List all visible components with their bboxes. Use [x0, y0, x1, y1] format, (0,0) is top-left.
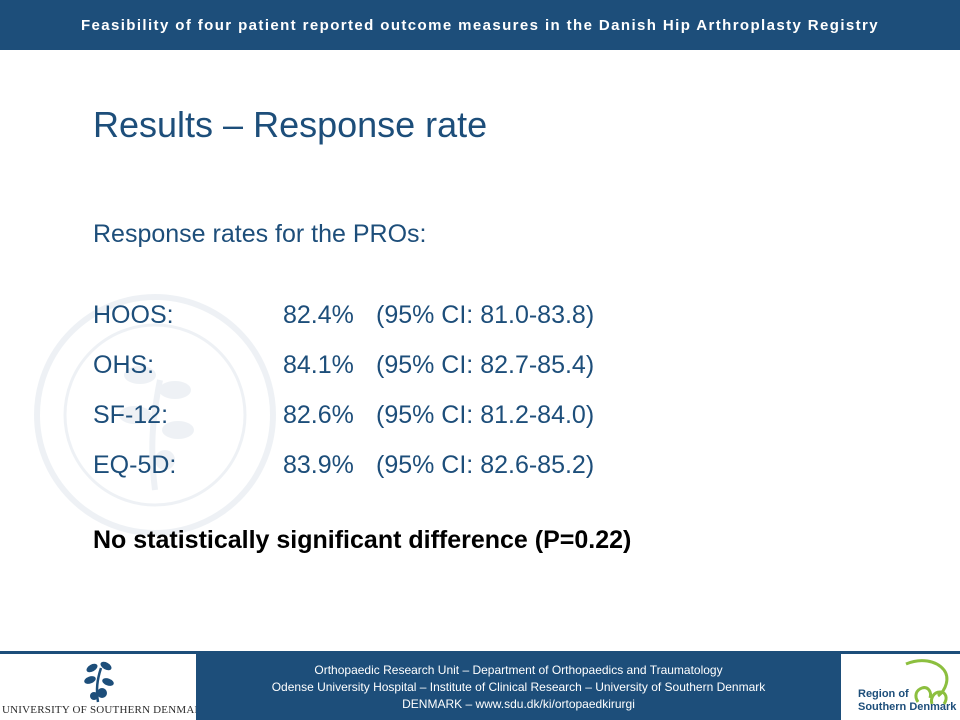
tree-logo-icon — [84, 661, 114, 703]
footer-divider — [0, 651, 960, 654]
header-title: Feasibility of four patient reported out… — [80, 16, 880, 34]
confidence-interval: (95% CI: 81.0-83.8) — [376, 300, 595, 329]
confidence-interval: (95% CI: 82.7-85.4) — [376, 350, 595, 379]
region-logo-text: Region of Southern Denmark — [858, 688, 956, 714]
result-row-sf12: SF-12: 82.6% (95% CI: 81.2-84.0) — [93, 390, 594, 440]
footer-line-3: DENMARK – www.sdu.dk/ki/ortopaedkirurgi — [402, 696, 635, 711]
measure-name: SF-12: — [93, 400, 169, 429]
confidence-interval: (95% CI: 81.2-84.0) — [376, 400, 595, 429]
result-row-eq5d: EQ-5D: 83.9% (95% CI: 82.6-85.2) — [93, 440, 594, 490]
header-bar: Feasibility of four patient reported out… — [0, 0, 960, 50]
response-rate: 83.9% — [283, 450, 354, 479]
university-logo: UNIVERSITY OF SOUTHERN DENMARK — [0, 656, 210, 720]
footer-line-1: Orthopaedic Research Unit – Department o… — [314, 662, 723, 677]
region-logo: Region of Southern Denmark — [848, 656, 960, 720]
response-rate: 84.1% — [283, 350, 354, 379]
region-logo-icon — [905, 659, 949, 705]
conclusion-text: No statistically significant difference … — [93, 526, 632, 554]
subheading: Response rates for the PROs: — [93, 220, 427, 248]
results-list: HOOS: 82.4% (95% CI: 81.0-83.8) OHS: 84.… — [93, 290, 594, 490]
result-row-ohs: OHS: 84.1% (95% CI: 82.7-85.4) — [93, 340, 594, 390]
region-logo-line-1: Region of — [858, 688, 909, 700]
footer-info: Orthopaedic Research Unit – Department o… — [196, 654, 841, 720]
response-rate: 82.4% — [283, 300, 354, 329]
result-row-hoos: HOOS: 82.4% (95% CI: 81.0-83.8) — [93, 290, 594, 340]
measure-name: OHS: — [93, 350, 155, 379]
footer-line-2: Odense University Hospital – Institute o… — [271, 679, 766, 694]
slide-title: Results – Response rate — [93, 104, 488, 145]
measure-name: EQ-5D: — [93, 450, 177, 479]
response-rate: 82.6% — [283, 400, 354, 429]
measure-name: HOOS: — [93, 300, 174, 329]
confidence-interval: (95% CI: 82.6-85.2) — [376, 450, 595, 479]
region-logo-line-2: Southern Denmark — [858, 701, 957, 713]
university-seal-icon — [34, 294, 276, 536]
university-logo-text: UNIVERSITY OF SOUTHERN DENMARK — [2, 704, 211, 716]
